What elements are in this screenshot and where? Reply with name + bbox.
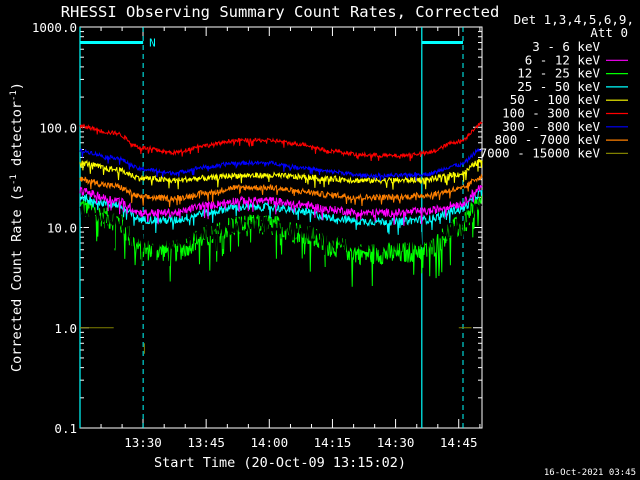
legend-label: 25 - 50 keV — [517, 79, 600, 94]
y-axis-title-end: ) — [9, 82, 25, 90]
y-tick-label: 1000.0 — [32, 20, 77, 35]
y-tick-label: 1.0 — [54, 321, 77, 336]
series-line — [79, 158, 483, 190]
series-line — [79, 147, 483, 182]
night-label: N — [149, 37, 156, 50]
legend-label: 100 - 300 keV — [502, 106, 600, 121]
y-axis-title: Corrected Count Rate (s-1 detector-1) — [9, 82, 25, 372]
x-tick-label: 14:45 — [440, 435, 478, 450]
x-tick-label: 14:00 — [250, 435, 288, 450]
series-line — [79, 121, 483, 162]
series-line — [79, 174, 483, 208]
series-layer — [79, 121, 483, 354]
x-axis-title: Start Time (20-Oct-09 13:15:02) — [154, 455, 406, 471]
legend-header-attenuator: Att 0 — [590, 25, 628, 40]
y-axis-title-mid: detector — [9, 101, 25, 174]
legend-label: 12 - 25 keV — [517, 66, 600, 81]
legend-label: 6 - 12 keV — [525, 52, 601, 67]
y-tick-label: 100.0 — [39, 120, 77, 135]
x-tick-label: 14:15 — [314, 435, 352, 450]
series-line — [79, 202, 483, 270]
x-axis-ticks: 13:30 13:45 14:00 14:15 14:30 14:45 — [79, 27, 481, 450]
series-line — [79, 185, 483, 226]
series-line — [79, 190, 483, 235]
x-tick-label: 13:30 — [124, 435, 162, 450]
legend-header-detectors: Det 1,3,4,5,6,9, — [514, 12, 634, 27]
x-tick-label: 14:30 — [377, 435, 415, 450]
y-axis-ticks: 1000.0 100.0 10.0 1.0 0.1 — [32, 20, 482, 436]
legend-label: 3 - 6 keV — [532, 39, 600, 54]
y-axis-title-main: Corrected Count Rate (s — [9, 185, 25, 372]
series-line — [80, 327, 472, 354]
x-tick-label: 13:45 — [187, 435, 225, 450]
y-tick-label: 10.0 — [47, 221, 77, 236]
chart-title: RHESSI Observing Summary Count Rates, Co… — [61, 3, 500, 21]
legend-label: 7000 - 15000 keV — [480, 145, 601, 160]
y-axis-title-sup1: -1 — [9, 174, 19, 185]
y-tick-label: 0.1 — [54, 421, 77, 436]
legend-label: 800 - 7000 keV — [495, 132, 601, 147]
y-axis-title-sup2: -1 — [9, 90, 19, 101]
footer-timestamp: 16-Oct-2021 03:45 — [544, 468, 636, 478]
legend-label: 300 - 800 keV — [502, 119, 600, 134]
legend-label: 50 - 100 keV — [510, 92, 601, 107]
